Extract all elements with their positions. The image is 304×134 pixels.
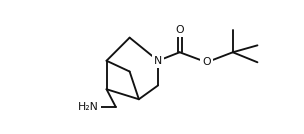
Text: O: O [175, 25, 184, 35]
Text: O: O [202, 57, 211, 67]
Text: N: N [154, 56, 162, 66]
Text: H₂N: H₂N [78, 102, 99, 112]
